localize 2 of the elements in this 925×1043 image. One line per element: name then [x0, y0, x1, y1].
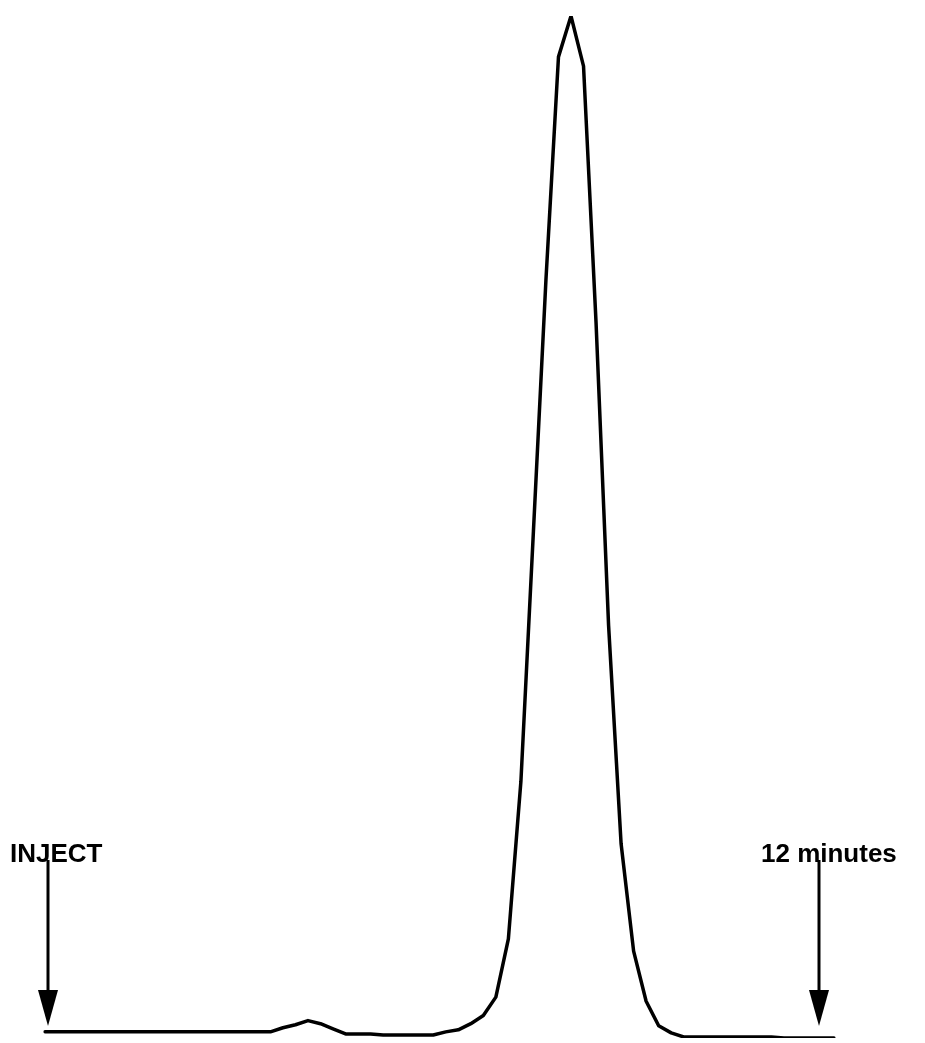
annotation: INJECT	[10, 838, 103, 868]
annotation: 12 minutes	[761, 838, 897, 868]
